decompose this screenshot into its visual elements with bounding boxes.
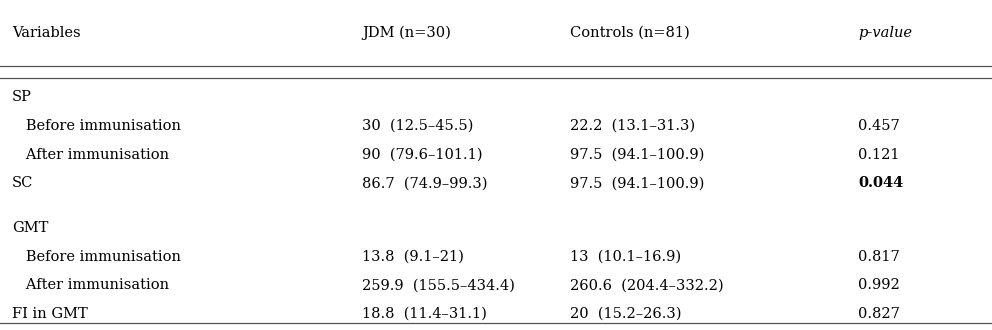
Text: 30  (12.5–45.5): 30 (12.5–45.5) (362, 119, 473, 133)
Text: GMT: GMT (12, 221, 49, 235)
Text: 86.7  (74.9–99.3): 86.7 (74.9–99.3) (362, 177, 488, 190)
Text: 0.827: 0.827 (858, 307, 900, 321)
Text: 97.5  (94.1–100.9): 97.5 (94.1–100.9) (570, 148, 704, 162)
Text: SC: SC (12, 177, 34, 190)
Text: 0.817: 0.817 (858, 250, 900, 264)
Text: 18.8  (11.4–31.1): 18.8 (11.4–31.1) (362, 307, 487, 321)
Text: After immunisation: After immunisation (12, 279, 169, 292)
Text: 97.5  (94.1–100.9): 97.5 (94.1–100.9) (570, 177, 704, 190)
Text: 13.8  (9.1–21): 13.8 (9.1–21) (362, 250, 464, 264)
Text: 0.457: 0.457 (858, 119, 900, 133)
Text: 90  (79.6–101.1): 90 (79.6–101.1) (362, 148, 482, 162)
Text: SP: SP (12, 90, 32, 104)
Text: Controls (n=81): Controls (n=81) (570, 26, 690, 40)
Text: 22.2  (13.1–31.3): 22.2 (13.1–31.3) (570, 119, 695, 133)
Text: 20  (15.2–26.3): 20 (15.2–26.3) (570, 307, 682, 321)
Text: 0.044: 0.044 (858, 177, 904, 190)
Text: Variables: Variables (12, 26, 80, 40)
Text: 259.9  (155.5–434.4): 259.9 (155.5–434.4) (362, 279, 515, 292)
Text: 0.121: 0.121 (858, 148, 900, 162)
Text: FI in GMT: FI in GMT (12, 307, 87, 321)
Text: 13  (10.1–16.9): 13 (10.1–16.9) (570, 250, 682, 264)
Text: p-value: p-value (858, 26, 912, 40)
Text: 0.992: 0.992 (858, 279, 900, 292)
Text: Before immunisation: Before immunisation (12, 250, 181, 264)
Text: JDM (n=30): JDM (n=30) (362, 26, 451, 40)
Text: Before immunisation: Before immunisation (12, 119, 181, 133)
Text: After immunisation: After immunisation (12, 148, 169, 162)
Text: 260.6  (204.4–332.2): 260.6 (204.4–332.2) (570, 279, 724, 292)
